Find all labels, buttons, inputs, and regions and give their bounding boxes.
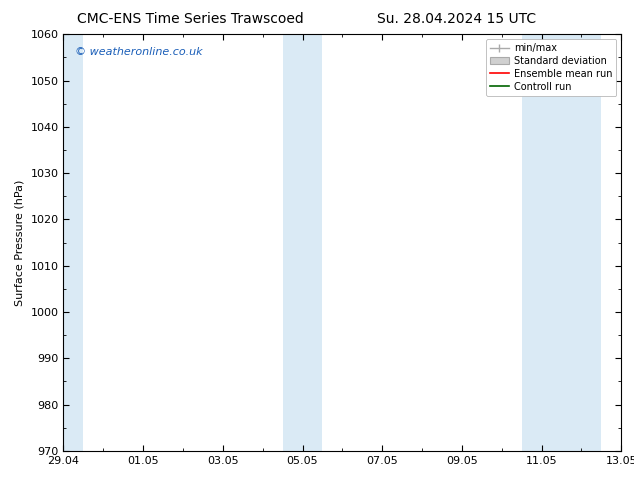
Text: CMC-ENS Time Series Trawscoed: CMC-ENS Time Series Trawscoed: [77, 12, 304, 26]
Y-axis label: Surface Pressure (hPa): Surface Pressure (hPa): [15, 179, 25, 306]
Bar: [522, 34, 562, 451]
Text: Su. 28.04.2024 15 UTC: Su. 28.04.2024 15 UTC: [377, 12, 536, 26]
Text: © weatheronline.co.uk: © weatheronline.co.uk: [75, 47, 202, 57]
Bar: [283, 34, 323, 451]
Bar: [562, 34, 602, 451]
Bar: [63, 34, 83, 451]
Legend: min/max, Standard deviation, Ensemble mean run, Controll run: min/max, Standard deviation, Ensemble me…: [486, 39, 616, 96]
